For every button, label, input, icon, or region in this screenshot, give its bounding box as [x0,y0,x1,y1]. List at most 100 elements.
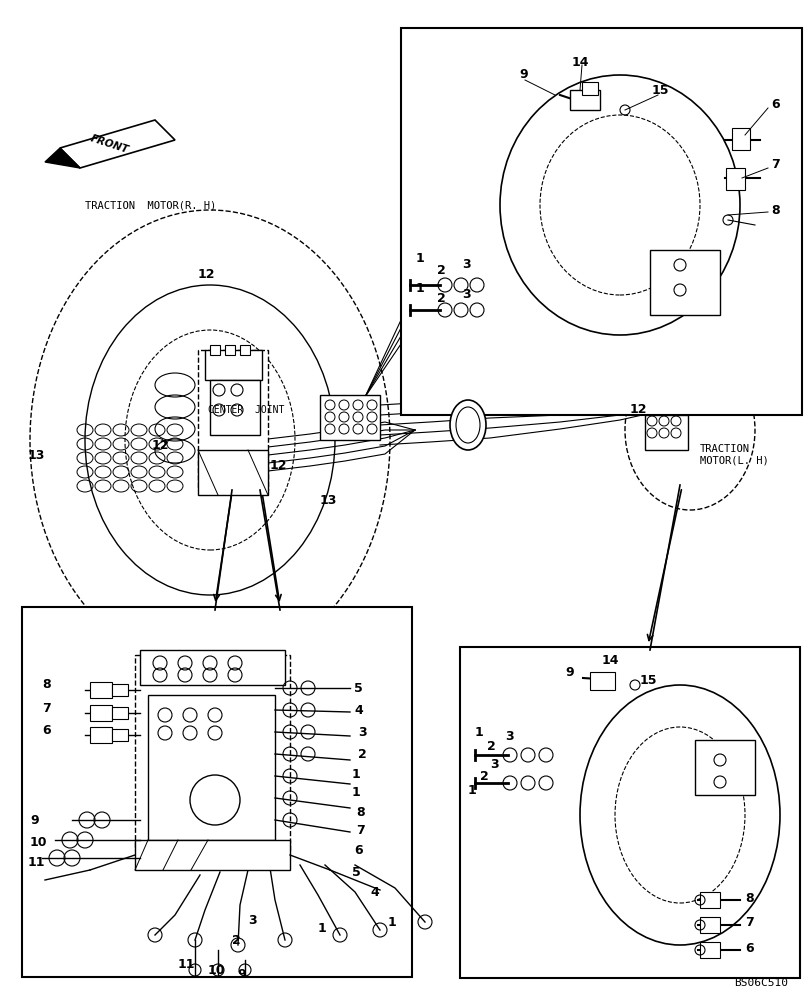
Text: 11: 11 [28,856,45,868]
Text: 14: 14 [601,654,619,667]
Text: 9: 9 [564,667,573,680]
Ellipse shape [539,748,552,762]
Ellipse shape [521,776,534,790]
Ellipse shape [502,748,517,762]
Text: BS06C510: BS06C510 [732,978,787,988]
Text: 3: 3 [461,288,470,300]
Text: 1: 1 [474,726,483,740]
Text: FRONT: FRONT [89,133,131,155]
Bar [320,395,380,440]
Text: 2: 2 [479,770,488,784]
Text: 3: 3 [358,726,367,738]
Bar [581,82,597,95]
Text: 3: 3 [247,914,256,927]
Bar [135,655,290,850]
Text: 11: 11 [178,958,195,971]
Text: 6: 6 [354,843,363,856]
Ellipse shape [453,278,467,292]
Bar [112,707,128,719]
Text: 6: 6 [42,724,50,736]
Ellipse shape [470,278,483,292]
Text: 12: 12 [629,403,646,416]
Bar [139,650,285,685]
Text: 4: 4 [370,887,378,900]
Text: 12: 12 [270,459,287,472]
Text: 5: 5 [351,866,360,880]
Text: 7: 7 [770,158,779,172]
Text: 7: 7 [42,702,50,714]
Bar [210,345,220,355]
Ellipse shape [437,303,452,317]
Bar [699,917,719,933]
Bar [731,128,749,150]
Bar [22,607,411,977]
Bar [694,740,754,795]
Ellipse shape [456,407,479,443]
Text: 2: 2 [487,740,496,754]
Bar [240,345,250,355]
Bar [725,168,744,190]
Bar [112,684,128,696]
Text: 1: 1 [351,768,360,780]
Text: 14: 14 [571,55,589,68]
Bar [198,350,268,490]
Text: 1: 1 [318,922,326,934]
Text: 9: 9 [30,813,39,826]
Text: 13: 13 [320,493,337,506]
Bar [90,727,112,743]
Text: 2: 2 [232,934,240,946]
Bar [90,682,112,698]
Text: 3: 3 [489,758,498,770]
Text: 6: 6 [770,98,779,110]
Ellipse shape [453,303,467,317]
Text: 8: 8 [42,679,50,692]
Bar [401,28,801,415]
Text: 1: 1 [415,282,424,294]
Bar [569,90,599,110]
Bar [460,647,799,978]
Text: 8: 8 [770,204,779,217]
Text: 7: 7 [744,917,753,930]
Text: 4: 4 [354,704,363,716]
Text: 2: 2 [358,748,367,760]
Bar [112,729,128,741]
Text: TRACTION  MOTOR(R. H): TRACTION MOTOR(R. H) [85,200,216,210]
Bar [699,892,719,908]
Text: 9: 9 [518,68,527,82]
Bar [649,250,719,315]
Text: 3: 3 [461,257,470,270]
Bar [210,380,260,435]
Ellipse shape [470,303,483,317]
Text: 2: 2 [436,263,445,276]
Ellipse shape [579,685,779,945]
Polygon shape [60,120,175,168]
Bar [590,672,614,690]
Bar [225,345,234,355]
Text: 1: 1 [351,786,360,800]
Text: 10: 10 [30,835,47,848]
Text: 1: 1 [415,251,424,264]
Text: 8: 8 [355,806,364,818]
Text: 9: 9 [237,968,245,981]
Text: 8: 8 [744,892,753,904]
Text: 10: 10 [208,964,225,976]
Text: CENTER  JOINT: CENTER JOINT [208,405,284,415]
Ellipse shape [437,278,452,292]
Text: 7: 7 [355,824,364,837]
Text: 15: 15 [639,674,657,687]
Bar [644,415,687,450]
Bar [699,942,719,958]
Text: 1: 1 [388,916,397,929]
Bar [148,695,275,840]
Ellipse shape [521,748,534,762]
Polygon shape [45,148,80,168]
Bar [198,450,268,495]
Text: 2: 2 [436,292,445,304]
Bar [90,705,112,721]
Ellipse shape [500,75,739,335]
Text: 3: 3 [504,730,513,742]
Text: 1: 1 [467,784,476,796]
Text: 5: 5 [354,682,363,694]
Bar [135,840,290,870]
Ellipse shape [449,400,486,450]
